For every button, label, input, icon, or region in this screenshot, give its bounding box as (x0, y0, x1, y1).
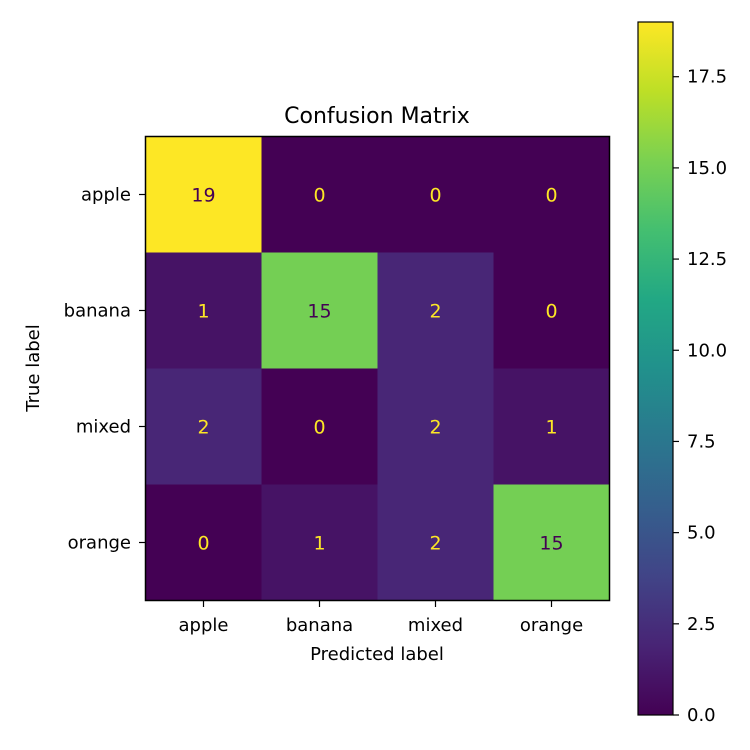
cell-value-label: 1 (545, 417, 557, 439)
heatmap-cell (145, 484, 262, 601)
chart-title: Confusion Matrix (284, 104, 470, 129)
x-axis-label: Predicted label (310, 644, 444, 665)
colorbar-tick-label: 0.0 (687, 705, 716, 726)
colorbar-tick-label: 12.5 (687, 249, 727, 270)
heatmap-cell-labels: 19 0 0 0 1 15 2 0 2 0 2 1 0 1 2 15 (191, 185, 563, 555)
matrix-frame (144, 135, 611, 602)
y-axis-ticks: apple banana mixed orange (64, 185, 146, 554)
heatmap-cell (377, 484, 494, 601)
cell-value-label: 19 (191, 185, 215, 207)
x-tick-label: apple (179, 615, 229, 636)
colorbar-tick-label: 17.5 (687, 67, 727, 88)
heatmap-cell (261, 136, 378, 253)
x-axis-ticks: apple banana mixed orange (179, 600, 583, 636)
cell-value-label: 2 (429, 533, 441, 555)
cell-value-label: 0 (197, 533, 209, 555)
y-tick-label: mixed (76, 417, 131, 438)
cell-value-label: 0 (313, 417, 325, 439)
cell-value-label: 0 (429, 185, 441, 207)
heatmap-cell (493, 484, 610, 601)
y-axis-label: True label (23, 324, 44, 413)
y-tick-label: orange (68, 533, 131, 554)
heatmap-cell (261, 252, 378, 369)
heatmap-cell (145, 368, 262, 485)
heatmap-cells (145, 136, 610, 601)
y-tick-label: banana (64, 301, 131, 322)
colorbar-tick-label: 2.5 (687, 614, 716, 635)
heatmap-cell (261, 484, 378, 601)
heatmap-cell (493, 136, 610, 253)
x-tick-label: banana (286, 615, 353, 636)
heatmap-cell (493, 252, 610, 369)
cell-value-label: 0 (313, 185, 325, 207)
colorbar-ticks: 0.0 2.5 5.0 7.5 10.0 12.5 15.0 17.5 (673, 67, 727, 726)
cell-value-label: 2 (197, 417, 209, 439)
x-tick-label: mixed (408, 615, 463, 636)
colorbar-tick-label: 10.0 (687, 340, 727, 361)
heatmap-cell (493, 368, 610, 485)
cell-value-label: 15 (539, 533, 563, 555)
colorbar-tick-label: 15.0 (687, 158, 727, 179)
cell-value-label: 2 (429, 301, 441, 323)
cell-value-label: 1 (197, 301, 209, 323)
heatmap-cell (377, 368, 494, 485)
cell-value-label: 1 (313, 533, 325, 555)
heatmap-cell (145, 252, 262, 369)
colorbar (637, 21, 674, 716)
colorbar-tick-label: 5.0 (687, 523, 716, 544)
cell-value-label: 0 (545, 301, 557, 323)
y-tick-label: apple (81, 185, 131, 206)
x-tick-label: orange (520, 615, 583, 636)
heatmap-cell (377, 136, 494, 253)
cell-value-label: 15 (307, 301, 331, 323)
colorbar-tick-label: 7.5 (687, 431, 716, 452)
cell-value-label: 2 (429, 417, 441, 439)
heatmap-cell (145, 136, 262, 253)
cell-value-label: 0 (545, 185, 557, 207)
heatmap-cell (261, 368, 378, 485)
heatmap-cell (377, 252, 494, 369)
